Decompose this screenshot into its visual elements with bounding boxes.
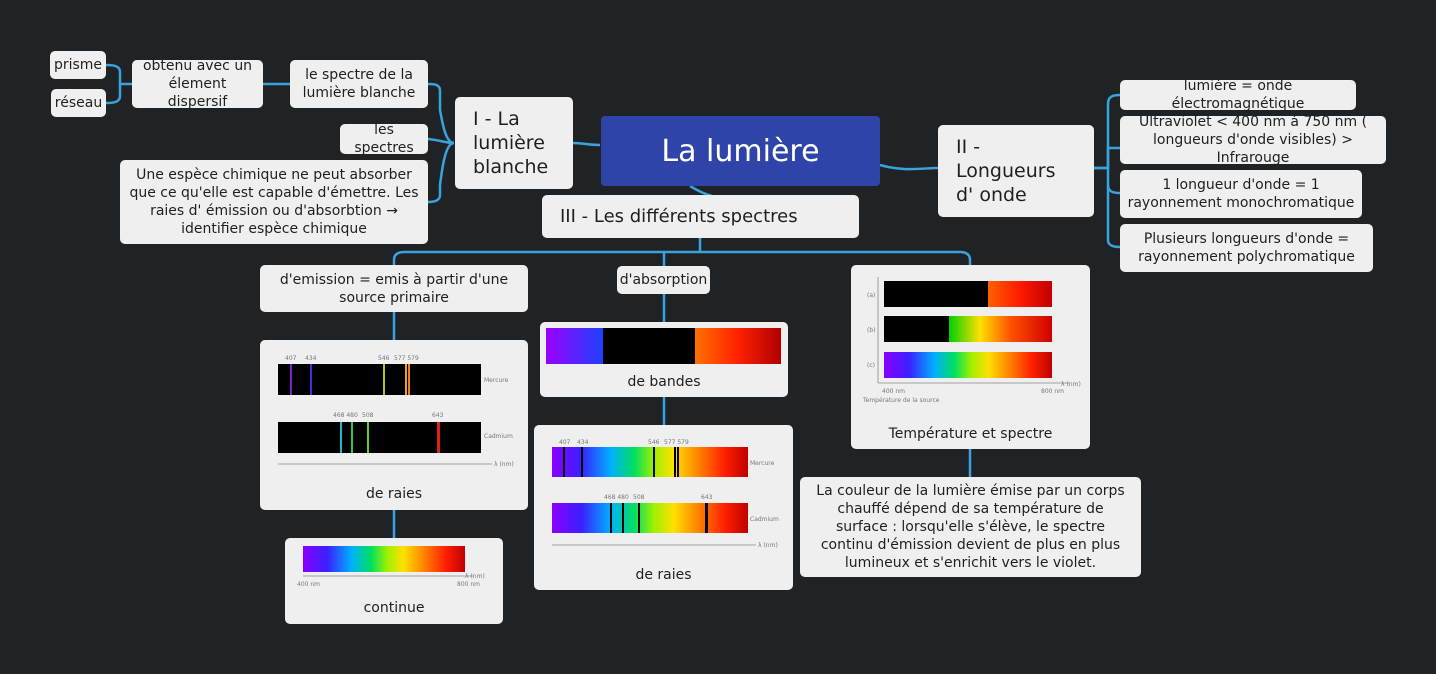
node-prism[interactable]: prisme — [50, 51, 106, 79]
svg-text:Température de la source: Température de la source — [862, 397, 940, 404]
node-absorption-lines[interactable]: 407 434 546 577 579 Mercure 468 480 508 … — [534, 425, 793, 590]
caption-emission-lines: de raies — [365, 486, 423, 502]
node-absorption[interactable]: d'absorption — [617, 266, 710, 294]
node-polychromatic[interactable]: Plusieurs longueurs d'onde = rayonnement… — [1120, 224, 1373, 272]
svg-text:λ (nm): λ (nm) — [758, 542, 778, 549]
svg-text:Mercure: Mercure — [750, 460, 775, 467]
svg-text:407: 407 — [559, 439, 571, 446]
node-monochromatic[interactable]: 1 longueur d'onde = 1 rayonnement monoch… — [1120, 170, 1362, 218]
svg-text:508: 508 — [633, 494, 645, 501]
svg-text:800 nm: 800 nm — [457, 581, 480, 588]
svg-text:434: 434 — [577, 439, 589, 446]
temperature-spectrum-figure: (a) (b) (c) 400 nm 800 nm λ (nm) Tempéra… — [862, 277, 1081, 404]
central-topic[interactable]: La lumière — [601, 116, 880, 186]
svg-text:508: 508 — [362, 412, 374, 419]
svg-text:468 480: 468 480 — [333, 412, 358, 419]
svg-text:546: 546 — [648, 439, 660, 446]
node-emission[interactable]: d'emission = emis à partir d'une source … — [260, 265, 528, 312]
absorption-lines-figure: 407 434 546 577 579 Mercure 468 480 508 … — [552, 439, 779, 549]
svg-text:Mercure: Mercure — [484, 377, 509, 384]
svg-text:407: 407 — [285, 355, 297, 362]
node-grating[interactable]: réseau — [51, 89, 106, 117]
svg-text:577 579: 577 579 — [664, 439, 689, 446]
svg-text:546: 546 — [378, 355, 390, 362]
svg-text:Cadmium: Cadmium — [750, 516, 779, 523]
svg-text:800 nm: 800 nm — [1041, 388, 1064, 395]
node-spectra[interactable]: les spectres — [340, 122, 428, 156]
svg-text:(a): (a) — [867, 292, 875, 299]
svg-text:λ (nm): λ (nm) — [1061, 381, 1081, 388]
caption-bands: de bandes — [627, 374, 701, 390]
node-visible-range[interactable]: Ultraviolet < 400 nm à 750 nm ( longueur… — [1120, 114, 1386, 166]
branch-light-white[interactable]: I - La lumière blanche — [455, 97, 573, 189]
svg-text:577 579: 577 579 — [394, 355, 419, 362]
caption-absorption-lines: de raies — [635, 567, 692, 583]
svg-text:(c): (c) — [867, 362, 875, 369]
svg-text:643: 643 — [701, 494, 713, 501]
node-temperature[interactable]: (a) (b) (c) 400 nm 800 nm λ (nm) Tempéra… — [851, 265, 1090, 449]
node-temperature-note[interactable]: La couleur de la lumière émise par un co… — [800, 477, 1141, 577]
node-electromagnetic-wave[interactable]: lumière = onde électromagnétique — [1120, 78, 1356, 112]
band-spectrum-figure — [546, 328, 781, 364]
svg-text:λ (nm): λ (nm) — [465, 573, 485, 580]
node-emission-lines[interactable]: 407 434 546 577 579 Mercure 468 480 508 … — [260, 340, 528, 510]
node-dispersive-element[interactable]: obtenu avec un élement dispersif — [132, 58, 263, 110]
svg-text:Cadmium: Cadmium — [484, 433, 513, 440]
caption-continuous: continue — [363, 600, 425, 616]
svg-text:(b): (b) — [867, 327, 876, 334]
node-chemical-species[interactable]: Une espèce chimique ne peut absorber que… — [120, 160, 428, 244]
svg-text:400 nm: 400 nm — [297, 581, 320, 588]
svg-text:λ (nm): λ (nm) — [494, 461, 514, 468]
svg-text:434: 434 — [305, 355, 317, 362]
node-continuous[interactable]: 400 nm 800 nm λ (nm) continue — [285, 538, 503, 624]
branch-spectra-types[interactable]: III - Les différents spectres — [542, 195, 859, 238]
node-white-spectrum[interactable]: le spectre de la lumière blanche — [290, 60, 428, 108]
branch-wavelengths[interactable]: II - Longueurs d' onde — [938, 125, 1094, 217]
svg-text:468 480: 468 480 — [604, 494, 629, 501]
caption-temperature: Température et spectre — [888, 426, 1053, 442]
emission-lines-figure: 407 434 546 577 579 Mercure 468 480 508 … — [278, 355, 514, 468]
svg-text:643: 643 — [432, 412, 444, 419]
continuous-spectrum-figure: 400 nm 800 nm λ (nm) — [297, 546, 485, 588]
node-bands[interactable]: de bandes — [540, 322, 788, 397]
svg-text:400 nm: 400 nm — [882, 388, 905, 395]
